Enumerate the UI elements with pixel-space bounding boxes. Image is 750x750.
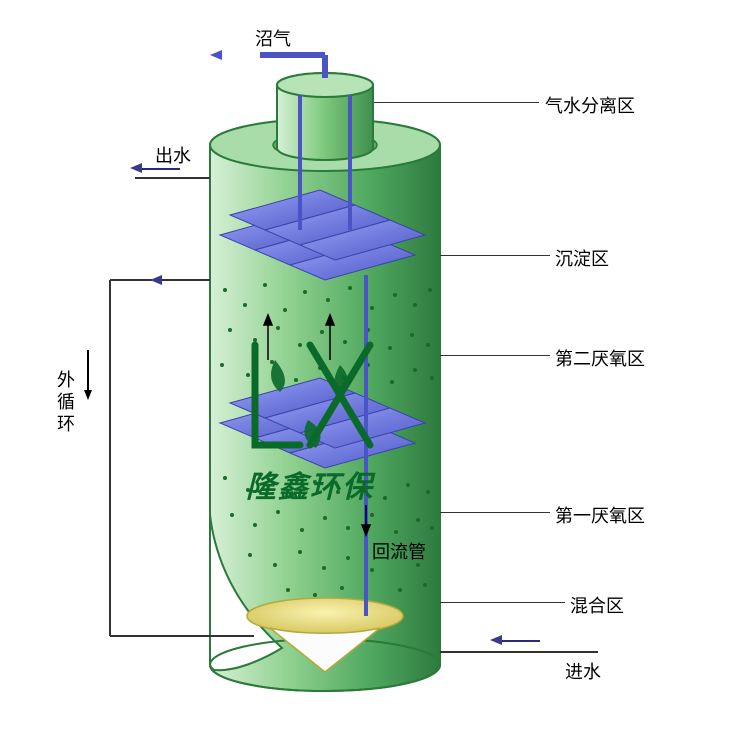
recirc-top-arrow-icon [150, 275, 162, 285]
reactor-drawing [0, 0, 750, 750]
label-return-pipe: 回流管 [372, 538, 426, 564]
label-biogas: 沼气 [255, 25, 291, 51]
label-gas-water-sep: 气水分离区 [545, 92, 635, 118]
leader-anaerobic2 [440, 355, 550, 356]
label-external-recirc: 外循环 [52, 370, 78, 436]
label-inlet: 进水 [565, 658, 601, 684]
leader-sedimentation [440, 255, 550, 256]
recirc-down-arrow-icon [84, 390, 92, 400]
leader-mixing [440, 602, 565, 603]
label-anaerobic2: 第二厌氧区 [555, 345, 645, 371]
biogas-arrow-icon [210, 50, 222, 60]
label-anaerobic1: 第一厌氧区 [555, 502, 645, 528]
recirc-arrow-body [87, 350, 89, 390]
label-sedimentation: 沉淀区 [555, 245, 609, 271]
label-outlet: 出水 [155, 142, 191, 168]
leader-anaerobic1 [440, 512, 550, 513]
inlet-arrow-line [500, 640, 540, 642]
diagram-container: 沼气 气水分离区 出水 沉淀区 第二厌氧区 外循环 第一厌氧区 回流管 混合区 … [0, 0, 750, 750]
leader-gas-water [374, 102, 539, 103]
label-mixing: 混合区 [570, 592, 624, 618]
inlet-arrow-icon [490, 635, 502, 645]
outlet-arrow-icon [130, 163, 142, 173]
outlet-arrow-line [140, 168, 180, 170]
